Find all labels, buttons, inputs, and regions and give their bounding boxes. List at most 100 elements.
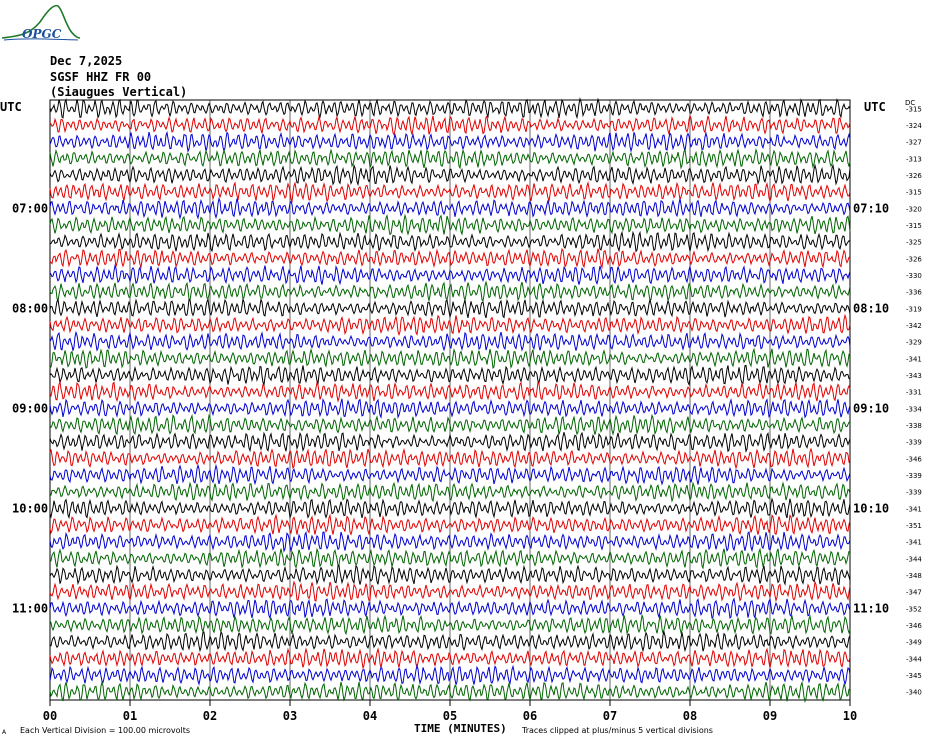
dc-offset-label: -327 — [906, 139, 922, 147]
seismic-trace — [49, 481, 851, 503]
x-tick-label: 02 — [203, 709, 217, 723]
right-hour-label: 07:10 — [853, 201, 889, 215]
right-hour-label: 10:10 — [853, 501, 889, 515]
seismic-trace — [49, 597, 851, 620]
dc-offset-label: -341 — [906, 539, 922, 547]
seismic-trace — [49, 680, 851, 703]
dc-offset-label: -351 — [906, 522, 922, 530]
dc-offset-label: -326 — [906, 255, 922, 263]
seismic-trace — [49, 431, 851, 454]
left-hour-label: 07:00 — [12, 201, 48, 215]
dc-offset-label: -330 — [906, 272, 922, 280]
left-hour-label: 08:00 — [12, 301, 48, 315]
seismic-trace — [49, 180, 851, 204]
corner-mark: A — [2, 729, 7, 736]
logo-text: OPGC — [22, 27, 62, 41]
x-tick-label: 08 — [683, 709, 697, 723]
seismic-trace — [49, 197, 851, 220]
dc-offset-label: -346 — [906, 455, 922, 463]
dc-offset-label: -339 — [906, 439, 922, 447]
left-hour-label: 09:00 — [12, 401, 48, 415]
x-tick-label: 06 — [523, 709, 537, 723]
x-tick-label: 03 — [283, 709, 297, 723]
dc-offset-label: -315 — [906, 189, 922, 197]
footer-clip-note: Traces clipped at plus/minus 5 vertical … — [522, 726, 713, 735]
dc-offset-label: -315 — [906, 222, 922, 230]
utc-right-label: UTC — [864, 100, 886, 114]
footer-scale-note: Each Vertical Division = 100.00 microvol… — [20, 726, 191, 735]
dc-offset-label: -320 — [906, 205, 922, 213]
x-tick-label: 05 — [443, 709, 457, 723]
seismic-trace — [49, 297, 851, 319]
seismic-trace — [49, 347, 851, 370]
dc-offset-label: -352 — [906, 605, 922, 613]
seismic-trace — [49, 263, 851, 286]
seismic-trace — [49, 130, 851, 154]
dc-offset-label: -341 — [906, 505, 922, 513]
right-hour-label: 09:10 — [853, 401, 889, 415]
dc-header: DC — [905, 99, 916, 107]
dc-offset-label: -324 — [906, 122, 922, 130]
right-hour-label: 11:10 — [853, 601, 889, 615]
seismic-trace — [49, 463, 851, 486]
right-hour-label: 08:10 — [853, 301, 889, 315]
seismic-trace — [49, 664, 851, 687]
seismic-trace — [49, 148, 851, 170]
dc-offset-label: -344 — [906, 555, 922, 563]
location-label: (Siaugues Vertical) — [50, 85, 188, 99]
x-tick-label: 00 — [43, 709, 57, 723]
dc-offset-label: -338 — [906, 422, 922, 430]
x-axis-title: TIME (MINUTES) — [414, 722, 507, 735]
dc-offset-label: -329 — [906, 339, 922, 347]
dc-offset-label: -342 — [906, 322, 922, 330]
seismic-trace — [49, 513, 851, 536]
seismic-trace — [49, 447, 851, 470]
seismic-trace — [49, 97, 851, 120]
seismic-trace — [49, 613, 851, 636]
dc-offset-label: -346 — [906, 622, 922, 630]
x-tick-label: 07 — [603, 709, 617, 723]
dc-offset-label: -334 — [906, 405, 922, 413]
dc-offset-label: -336 — [906, 289, 922, 297]
seismic-trace — [49, 213, 851, 236]
x-tick-label: 09 — [763, 709, 777, 723]
dc-offset-label: -341 — [906, 355, 922, 363]
dc-offset-label: -339 — [906, 472, 922, 480]
seismic-trace — [49, 364, 851, 387]
dc-offset-label: -326 — [906, 172, 922, 180]
dc-offset-label: -344 — [906, 655, 922, 663]
dc-offset-label: -340 — [906, 689, 922, 697]
dc-offset-label: -345 — [906, 672, 922, 680]
dc-offset-label: -343 — [906, 372, 922, 380]
dc-offset-label: -313 — [906, 155, 922, 163]
utc-left-label: UTC — [0, 100, 22, 114]
seismic-trace — [49, 114, 851, 136]
seismic-trace — [49, 564, 851, 586]
seismic-trace — [49, 247, 851, 270]
seismic-trace — [49, 413, 851, 436]
x-tick-label: 10 — [843, 709, 857, 723]
logo — [1, 4, 80, 41]
seismic-trace — [49, 230, 851, 253]
seismic-trace — [49, 497, 851, 520]
seismic-trace — [49, 397, 851, 420]
seismic-trace — [49, 330, 851, 352]
left-hour-label: 11:00 — [12, 601, 48, 615]
seismic-trace — [49, 313, 851, 337]
seismic-trace — [49, 647, 851, 670]
seismic-trace — [49, 580, 851, 603]
seismic-trace — [49, 163, 851, 187]
date-label: Dec 7,2025 — [50, 54, 123, 68]
dc-offset-label: -347 — [906, 589, 922, 597]
dc-offset-label: -325 — [906, 239, 922, 247]
dc-offset-label: -315 — [906, 105, 922, 113]
x-tick-label: 04 — [363, 709, 377, 723]
dc-offset-label: -348 — [906, 572, 922, 580]
seismic-trace — [49, 280, 851, 303]
dc-offset-label: -319 — [906, 305, 922, 313]
left-hour-label: 10:00 — [12, 501, 48, 515]
dc-offset-label: -339 — [906, 489, 922, 497]
x-tick-label: 01 — [123, 709, 137, 723]
seismic-trace — [49, 547, 851, 570]
